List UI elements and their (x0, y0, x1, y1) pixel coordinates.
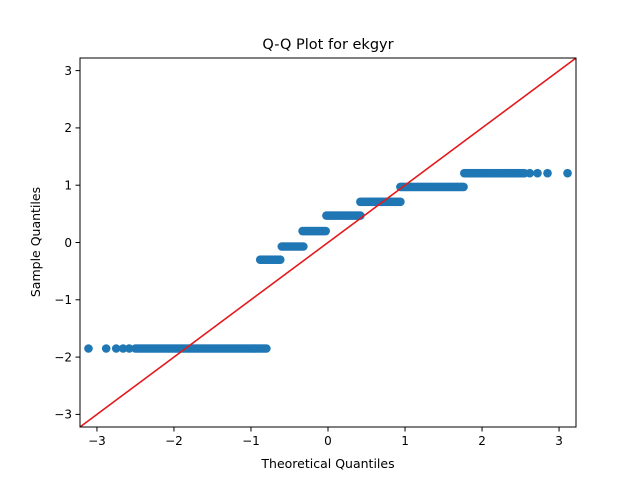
data-point (111, 344, 121, 353)
x-tick-label: 0 (324, 434, 332, 448)
data-point (396, 197, 405, 207)
data-point (543, 168, 552, 178)
y-tick-label: −1 (54, 293, 72, 307)
y-tick-label: 0 (64, 236, 72, 250)
x-axis-label: Theoretical Quantiles (260, 456, 394, 471)
data-point (101, 344, 111, 353)
data-point (299, 242, 308, 251)
x-tick-label: 2 (478, 434, 486, 448)
data-point (124, 344, 134, 353)
plot-area: −3 −2 −1 0 1 2 3 −3 −2 −1 0 1 2 3 (54, 57, 577, 448)
x-tick-label: −1 (242, 434, 260, 448)
y-tick-label: 3 (64, 64, 72, 78)
y-tick-label: 2 (64, 121, 72, 135)
reference-line (80, 58, 576, 427)
y-tick-label: −3 (54, 408, 72, 422)
data-point (459, 182, 468, 192)
y-tick-label: 1 (64, 179, 72, 193)
data-point (563, 168, 572, 178)
data-point (275, 255, 285, 264)
data-point (321, 226, 330, 236)
data-point (520, 168, 529, 178)
y-tick-label: −2 (54, 350, 72, 364)
data-point (262, 344, 271, 353)
x-tick-label: 3 (555, 434, 563, 448)
x-tick-label: −2 (165, 434, 183, 448)
data-point (84, 344, 93, 353)
y-axis-label: Sample Quantiles (28, 187, 43, 297)
x-tick-label: −3 (88, 434, 106, 448)
data-point (118, 344, 128, 353)
chart-title: Q-Q Plot for ekgyr (262, 37, 393, 53)
x-tick-label: 1 (401, 434, 409, 448)
data-point (533, 168, 542, 178)
data-points (84, 168, 572, 353)
